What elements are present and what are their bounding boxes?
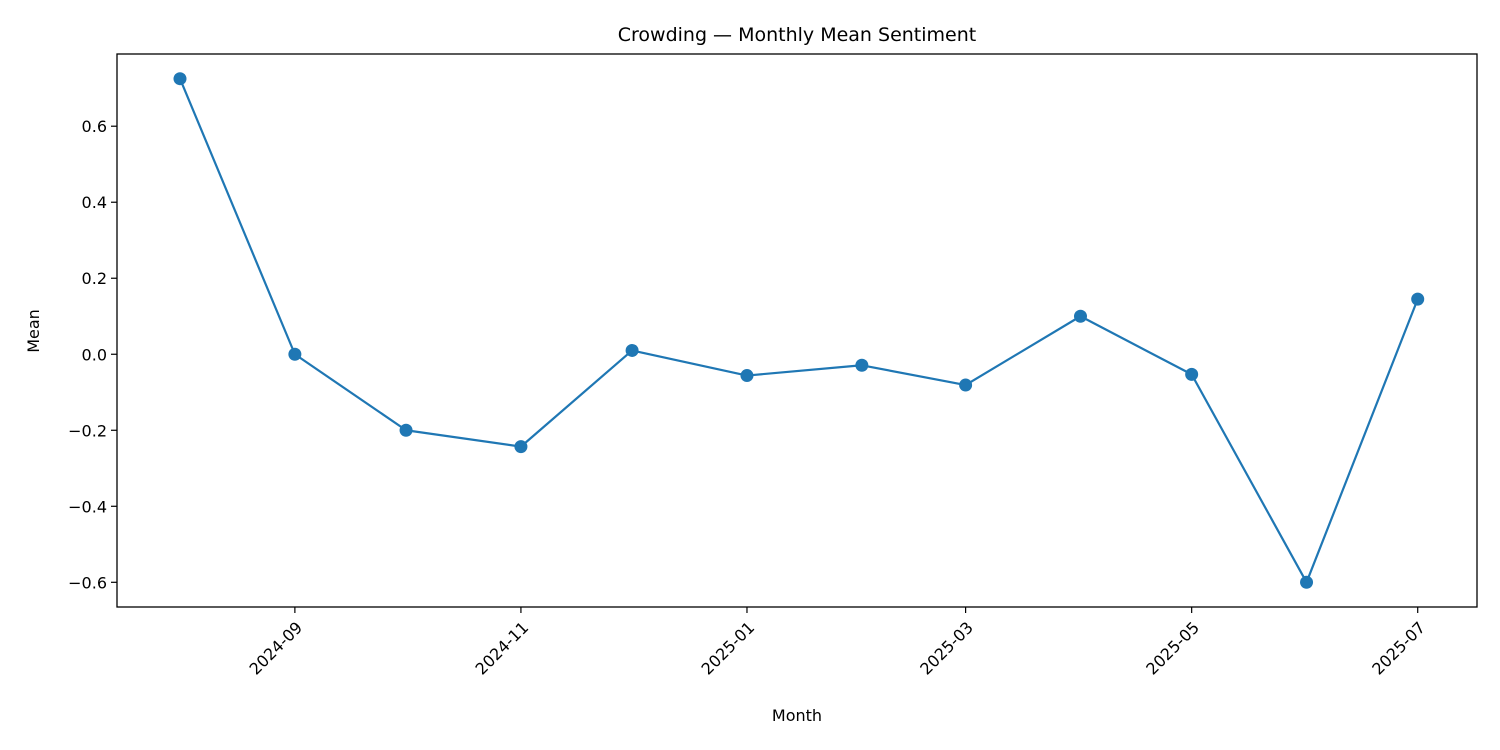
data-point <box>855 358 869 372</box>
data-point <box>288 347 302 361</box>
y-axis: −0.6 −0.4 −0.2 0.0 0.2 0.4 0.6 <box>68 117 117 592</box>
data-point <box>1073 309 1087 323</box>
data-point <box>1411 292 1425 306</box>
y-axis-label: Mean <box>24 309 43 353</box>
y-tick-label: 0.2 <box>82 269 107 288</box>
data-point <box>740 369 754 383</box>
data-point <box>1185 367 1199 381</box>
chart-title: Crowding — Monthly Mean Sentiment <box>618 24 976 46</box>
data-point <box>625 343 639 357</box>
data-point <box>959 378 973 392</box>
x-axis-label: Month <box>772 706 822 725</box>
data-point <box>1300 575 1314 589</box>
series-line <box>178 78 1419 584</box>
y-tick-label: −0.4 <box>68 497 107 516</box>
series-layer <box>173 72 1425 589</box>
y-tick-label: 0.0 <box>82 345 107 364</box>
data-point <box>173 72 187 86</box>
plot-frame <box>116 53 1478 608</box>
y-tick-label: −0.2 <box>68 421 107 440</box>
data-point <box>514 440 528 454</box>
y-tick-label: −0.6 <box>68 573 107 592</box>
data-point <box>399 423 413 437</box>
y-tick-label: 0.6 <box>82 117 107 136</box>
y-tick-label: 0.4 <box>82 193 107 212</box>
